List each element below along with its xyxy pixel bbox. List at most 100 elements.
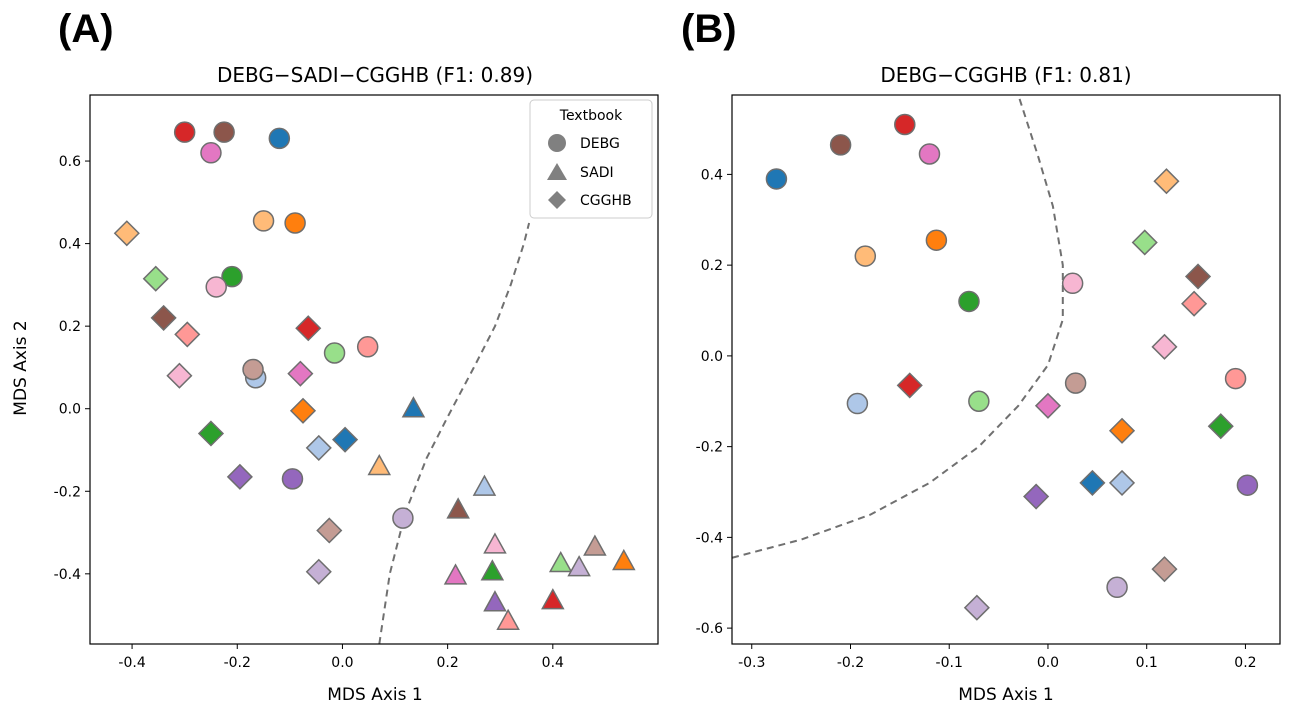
panel-a-point-triangle-pink bbox=[443, 563, 468, 585]
panel-a-point-diamond-light_orange bbox=[113, 220, 140, 247]
panel-a: (A) DEBG−SADI−CGGHB (F1: 0.89) MDS Axis … bbox=[11, 7, 659, 705]
panel-b-xtick-label: 0.2 bbox=[1234, 655, 1256, 671]
panel-a-point-diamond-light_green bbox=[142, 265, 169, 292]
panel-a-xtick-label: -0.2 bbox=[224, 655, 251, 671]
panel-b-xtick-label: -0.2 bbox=[837, 655, 864, 671]
panel-a-point-triangle-light_green bbox=[548, 550, 573, 573]
panel-a-point-diamond-light_blue bbox=[305, 434, 332, 461]
panel-b-point-diamond-light_green bbox=[1131, 229, 1158, 256]
panel-b-point-circle-light_orange bbox=[854, 245, 877, 267]
panel-b-point-circle-light_blue bbox=[846, 392, 869, 415]
panel-b-decision-boundary bbox=[732, 95, 1064, 559]
panel-a-point-diamond-green bbox=[197, 420, 225, 447]
panel-a-label: (A) bbox=[58, 7, 114, 51]
panel-a-point-circle-green bbox=[221, 265, 243, 288]
panel-a-xlabel: MDS Axis 1 bbox=[327, 685, 422, 705]
panel-b-xlabel: MDS Axis 1 bbox=[958, 685, 1053, 705]
panel-b-point-circle-light_brown bbox=[1064, 372, 1087, 394]
panel-a-point-circle-pink bbox=[200, 142, 222, 164]
panel-a-xtick-label: -0.4 bbox=[118, 655, 145, 671]
legend-entry-debg: DEBG bbox=[580, 136, 620, 152]
panel-b-point-circle-light_green bbox=[968, 390, 990, 413]
panel-b-xtick-label: 0.1 bbox=[1136, 655, 1158, 671]
panel-b-point-circle-light_pink bbox=[1061, 272, 1084, 295]
panel-b-point-diamond-red bbox=[896, 372, 923, 399]
panel-a-title: DEBG−SADI−CGGHB (F1: 0.89) bbox=[217, 63, 533, 87]
panel-a-point-circle-light_red bbox=[356, 336, 379, 358]
panel-a-legend: Textbook DEBG SADI CGGHB bbox=[529, 99, 653, 219]
panel-b-point-diamond-light_orange bbox=[1153, 168, 1180, 195]
panel-a-point-diamond-light_purple bbox=[305, 558, 332, 585]
legend-diamond-marker bbox=[548, 191, 566, 209]
legend-circle-marker bbox=[548, 134, 566, 152]
legend-entry-cgghb: CGGHB bbox=[580, 193, 632, 209]
panel-b-point-circle-light_purple bbox=[1106, 576, 1128, 599]
panel-a-xtick-label: 0.4 bbox=[542, 655, 564, 671]
panel-b-point-circle-orange bbox=[925, 229, 948, 251]
panel-b-point-circle-purple bbox=[1236, 474, 1259, 496]
panel-a-point-circle-purple bbox=[281, 468, 304, 490]
panel-b-plot-area: -0.3 -0.2 -0.1 0.0 0.1 0.2 -0.6 -0.4 -0.2 0.0 0.2 0… bbox=[696, 94, 1281, 671]
panel-b-xtick-label: -0.3 bbox=[738, 655, 765, 671]
panel-b-axes-frame bbox=[731, 94, 1281, 645]
panel-a-xtick-label: 0.2 bbox=[436, 655, 458, 671]
panel-a-point-diamond-light_red bbox=[174, 321, 201, 348]
panel-a-point-diamond-light_brown bbox=[316, 517, 343, 544]
panel-b-point-circle-green bbox=[958, 290, 980, 313]
panel-a-xtick-label: 0.0 bbox=[331, 655, 353, 671]
panel-a-point-triangle-green bbox=[480, 559, 505, 581]
panel-b-point-diamond-orange bbox=[1108, 417, 1136, 444]
panel-a-point-circle-light_purple bbox=[392, 507, 414, 529]
panel-b-xtick-label: -0.1 bbox=[936, 655, 963, 671]
legend-triangle-marker bbox=[547, 163, 567, 180]
panel-b-point-diamond-brown bbox=[1184, 263, 1212, 290]
panel-b-point-circle-light_red bbox=[1224, 367, 1247, 390]
panel-a-point-triangle-light_red bbox=[496, 608, 520, 631]
panel-a-point-circle-red bbox=[173, 121, 196, 143]
panel-a-ytick-label: 0.0 bbox=[59, 402, 81, 418]
panel-b-point-circle-red bbox=[894, 113, 916, 136]
panel-b-point-diamond-light_red bbox=[1181, 290, 1208, 317]
panel-a-point-diamond-blue bbox=[332, 426, 359, 453]
panel-a-point-triangle-orange bbox=[612, 548, 636, 571]
panel-a-point-diamond-pink bbox=[287, 360, 314, 387]
panel-a-point-triangle-light_pink bbox=[483, 532, 507, 554]
panel-b-ytick-label: 0.0 bbox=[701, 349, 723, 365]
panel-b-xtick-label: 0.0 bbox=[1037, 655, 1059, 671]
panel-b-point-circle-brown bbox=[829, 134, 852, 156]
panel-a-ylabel: MDS Axis 2 bbox=[11, 320, 31, 415]
legend-entry-sadi: SADI bbox=[580, 165, 614, 181]
panel-a-ytick-label: -0.2 bbox=[54, 484, 81, 500]
panel-b-title: DEBG−CGGHB (F1: 0.81) bbox=[880, 63, 1131, 87]
panel-a-ytick-label: 0.6 bbox=[59, 154, 81, 170]
panel-b-point-diamond-light_brown bbox=[1151, 556, 1178, 583]
panel-a-point-circle-blue bbox=[268, 127, 291, 150]
panel-a-point-circle-light_brown bbox=[242, 358, 264, 381]
panel-a-point-triangle-light_orange bbox=[367, 453, 392, 476]
panel-b-point-diamond-purple bbox=[1023, 483, 1050, 510]
panel-b-point-diamond-light_pink bbox=[1151, 333, 1178, 360]
panel-a-ytick-label: 0.4 bbox=[59, 237, 81, 253]
panel-b-point-diamond-light_purple bbox=[963, 594, 990, 621]
panel-a-point-triangle-light_purple bbox=[567, 555, 591, 577]
panel-b-point-circle-blue bbox=[765, 168, 788, 190]
panel-b: (B) DEBG−CGGHB (F1: 0.81) MDS Axis 1 -0.… bbox=[681, 7, 1281, 705]
panel-a-point-triangle-red bbox=[541, 588, 565, 610]
panel-b-ytick-label: 0.4 bbox=[701, 167, 723, 183]
panel-a-point-circle-brown bbox=[213, 121, 235, 143]
panel-a-ytick-label: 0.2 bbox=[59, 319, 81, 335]
panel-a-axes-frame bbox=[89, 94, 659, 645]
panel-a-point-diamond-orange bbox=[289, 397, 317, 424]
panel-a-point-circle-light_pink bbox=[205, 276, 227, 298]
panel-b-label: (B) bbox=[681, 7, 737, 51]
panel-b-point-diamond-light_blue bbox=[1108, 469, 1136, 496]
panel-a-point-diamond-brown bbox=[150, 304, 177, 331]
panel-b-ytick-label: 0.2 bbox=[701, 258, 723, 274]
panel-b-ytick-label: -0.2 bbox=[696, 440, 723, 456]
panel-b-ytick-label: -0.4 bbox=[696, 530, 723, 546]
panel-a-decision-boundary bbox=[378, 222, 531, 644]
legend-frame bbox=[529, 99, 653, 219]
panel-a-point-circle-light_orange bbox=[252, 210, 275, 232]
panel-a-ytick-label: -0.4 bbox=[54, 567, 81, 583]
